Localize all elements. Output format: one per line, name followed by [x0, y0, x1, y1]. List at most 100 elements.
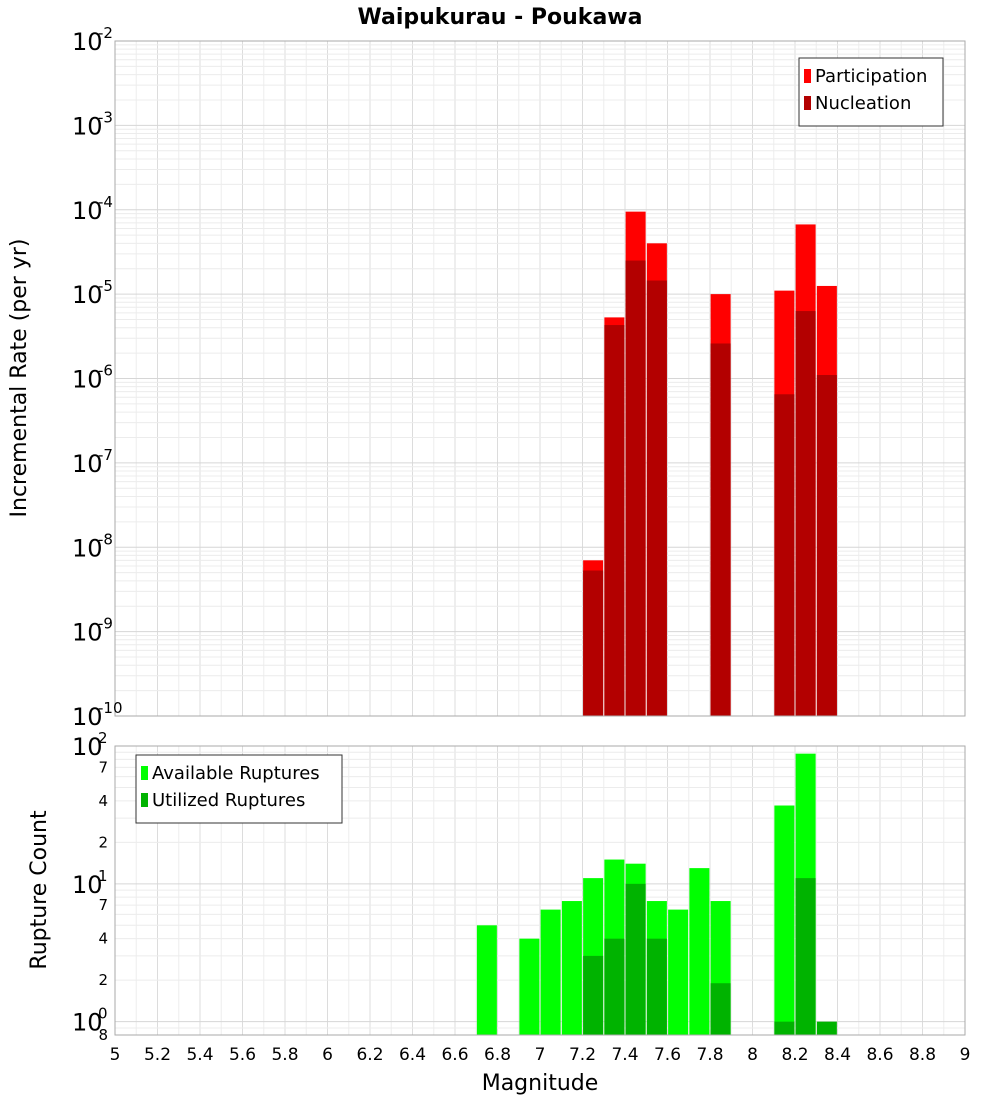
x-tick-label: 5.4 — [186, 1045, 213, 1065]
bottom-legend: Available Ruptures Utilized Ruptures — [135, 754, 343, 824]
top-legend-box — [798, 57, 944, 127]
bottom-bar-utilized-ruptures — [646, 938, 667, 1035]
x-tick-labels: 5 5.2 5.4 5.6 5.8 6 6.2 6.4 6.6 6.8 7 7.2 7.4 7.6 7.8 8… — [110, 1045, 971, 1065]
bottom-bar-available-ruptures — [519, 938, 540, 1035]
top-bar-nucleation — [583, 570, 604, 716]
bottom-legend-box — [135, 754, 343, 824]
x-tick-label: 5.2 — [144, 1045, 171, 1065]
bottom-bar-available-ruptures — [668, 909, 689, 1035]
bottom-bar-available-ruptures — [689, 868, 710, 1035]
top-bars — [583, 211, 837, 717]
x-tick-label: 8.8 — [909, 1045, 936, 1065]
top-y-tick-label: 10 — [72, 28, 103, 56]
x-tick-label: 9 — [960, 1045, 971, 1065]
top-y-tick-label: 10 — [72, 281, 103, 309]
top-y-tick-exponent: -4 — [98, 193, 113, 211]
top-y-tick-exponent: -3 — [98, 108, 113, 126]
bottom-bar-available-ruptures — [561, 901, 582, 1035]
top-y-tick-exponent: -5 — [98, 277, 113, 295]
top-y-tick-exponent: -10 — [98, 699, 123, 717]
bottom-y-minor-tick-label: 4 — [98, 930, 108, 948]
bottom-bar-utilized-ruptures — [774, 1021, 795, 1035]
x-tick-label: 5.8 — [271, 1045, 298, 1065]
top-legend-swatch-participation — [804, 69, 811, 83]
x-axis-label: Magnitude — [482, 1071, 599, 1096]
bottom-legend-label-utilized-ruptures: Utilized Ruptures — [152, 790, 305, 811]
bottom-y-tick-label: 10 — [72, 871, 103, 899]
top-legend-label-participation: Participation — [815, 66, 927, 87]
bottom-legend-label-available-ruptures: Available Ruptures — [152, 763, 320, 784]
bottom-y-minor-tick-label: 2 — [98, 971, 108, 989]
x-tick-label: 5.6 — [229, 1045, 256, 1065]
bottom-y-minor-tick-label: 8 — [98, 1026, 108, 1044]
x-tick-label: 6.4 — [399, 1045, 426, 1065]
top-grid — [114, 40, 966, 717]
x-tick-label: 8.2 — [781, 1045, 808, 1065]
top-y-tick-exponent: -7 — [98, 446, 113, 464]
top-y-tick-label: 10 — [72, 619, 103, 647]
x-tick-label: 6 — [322, 1045, 333, 1065]
bottom-bar-available-ruptures — [540, 909, 561, 1035]
bottom-legend-swatch-utilized-ruptures — [141, 793, 148, 807]
bottom-bar-available-ruptures — [774, 805, 795, 1035]
x-tick-label: 6.6 — [441, 1045, 468, 1065]
top-y-tick-exponent: -6 — [98, 362, 113, 380]
bottom-y-minor-tick-label: 4 — [98, 792, 108, 810]
x-tick-label: 7.6 — [654, 1045, 681, 1065]
top-y-tick-label: 10 — [72, 366, 103, 394]
bottom-y-axis-label: Rupture Count — [27, 810, 52, 970]
x-tick-label: 8.4 — [824, 1045, 851, 1065]
bottom-y-minor-tick-label: 7 — [98, 758, 108, 776]
top-bar-nucleation — [625, 260, 646, 716]
top-y-tick-label: 10 — [72, 450, 103, 478]
x-tick-label: 6.2 — [356, 1045, 383, 1065]
x-tick-label: 7.4 — [611, 1045, 638, 1065]
top-y-tick-exponent: -8 — [98, 530, 113, 548]
bottom-y-tick-label: 10 — [72, 733, 103, 761]
top-y-tick-label: 10 — [72, 534, 103, 562]
bottom-y-tick-exponent: 0 — [98, 1005, 108, 1023]
top-bar-nucleation — [646, 280, 667, 716]
top-bar-nucleation — [816, 375, 837, 716]
top-y-tick-label: 10 — [72, 197, 103, 225]
top-y-tick-exponent: -9 — [98, 615, 113, 633]
bottom-y-minor-tick-label: 7 — [98, 896, 108, 914]
top-legend: Participation Nucleation — [798, 57, 944, 127]
x-tick-label: 8.6 — [866, 1045, 893, 1065]
x-tick-label: 8 — [747, 1045, 758, 1065]
x-tick-label: 6.8 — [484, 1045, 511, 1065]
x-tick-label: 7.2 — [569, 1045, 596, 1065]
top-legend-label-nucleation: Nucleation — [815, 93, 911, 114]
top-y-tick-exponent: -2 — [98, 24, 113, 42]
top-y-axis-label: Incremental Rate (per yr) — [7, 239, 32, 518]
bottom-bar-utilized-ruptures — [625, 883, 646, 1035]
bottom-y-tick-label: 10 — [72, 1009, 103, 1037]
bottom-bar-utilized-ruptures — [604, 938, 625, 1035]
top-plot-border — [114, 40, 966, 717]
top-bar-nucleation — [604, 325, 625, 716]
bottom-bar-utilized-ruptures — [795, 878, 816, 1035]
top-legend-swatch-nucleation — [804, 96, 811, 110]
x-tick-label: 5 — [110, 1045, 121, 1065]
bottom-bar-utilized-ruptures — [816, 1021, 837, 1035]
chart-title: Waipukurau - Poukawa — [358, 5, 643, 30]
bottom-y-tick-exponent: 2 — [98, 729, 108, 747]
top-y-tick-label: 10 — [72, 112, 103, 140]
top-bar-nucleation — [710, 343, 731, 716]
bottom-bar-utilized-ruptures — [583, 955, 604, 1035]
bottom-bar-utilized-ruptures — [710, 983, 731, 1035]
top-bar-nucleation — [774, 394, 795, 716]
bottom-bars — [476, 753, 837, 1035]
bottom-y-minor-tick-label: 2 — [98, 833, 108, 851]
x-tick-label: 7.8 — [696, 1045, 723, 1065]
top-y-tick-label: 10 — [72, 703, 103, 731]
bottom-y-tick-exponent: 1 — [98, 867, 108, 885]
bottom-plot-border — [114, 745, 966, 1036]
x-tick-label: 7 — [535, 1045, 546, 1065]
top-bar-nucleation — [795, 311, 816, 716]
bottom-bar-available-ruptures — [476, 925, 497, 1035]
bottom-legend-swatch-available-ruptures — [141, 766, 148, 780]
